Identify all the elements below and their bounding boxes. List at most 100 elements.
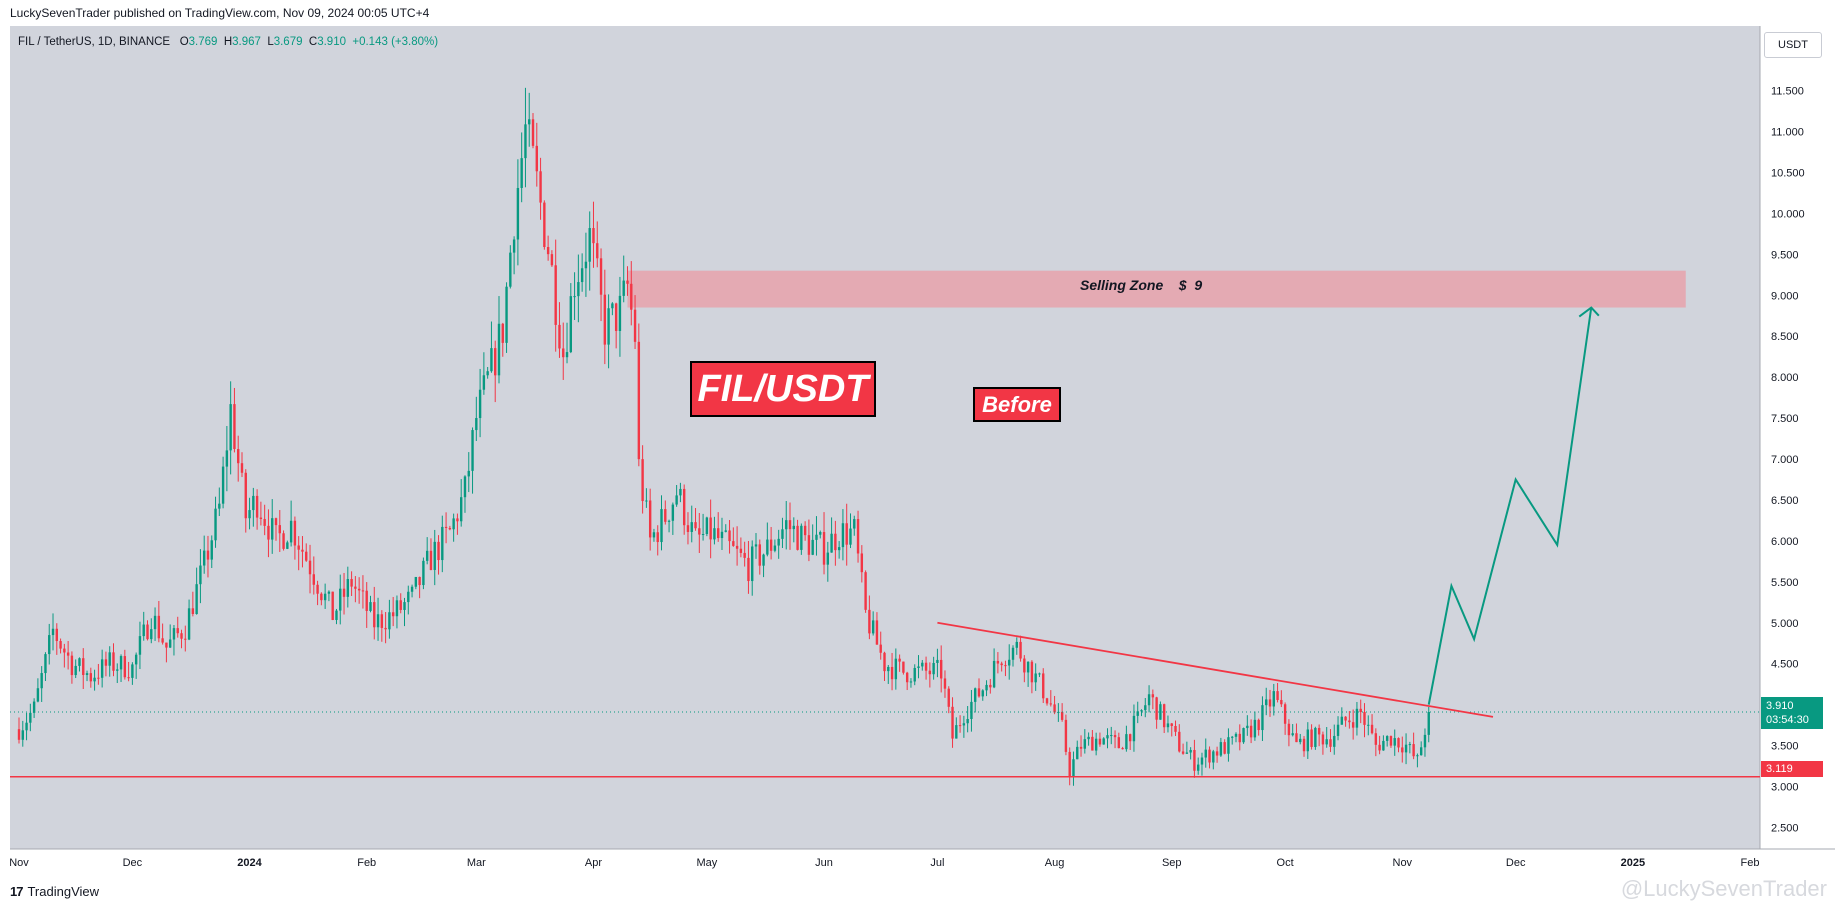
candle [868,595,871,640]
descending-trendline[interactable] [937,621,1494,718]
candle [777,529,780,559]
candle [1087,732,1090,746]
candle [686,512,690,545]
legend-symbol[interactable]: FIL / TetherUS, 1D, BINANCE [18,36,171,48]
candle [981,689,984,701]
candle [414,576,418,590]
candle [456,513,459,535]
candle [82,648,85,690]
candle [656,525,659,556]
candle [633,295,637,350]
candle [1382,735,1385,751]
candle [1185,741,1189,755]
candle [830,517,833,553]
candle [1238,724,1241,751]
candle [720,517,724,551]
candle [66,641,70,670]
candle [520,132,523,203]
candle [822,512,826,575]
candle [100,649,104,688]
selling-zone[interactable] [627,270,1686,308]
candle [717,512,720,542]
candle [524,87,527,188]
selling-zone-layer [627,270,1686,308]
candle [539,157,542,220]
candle [751,540,754,596]
plot-area [10,26,1760,849]
candle [1068,747,1071,786]
candle [1098,732,1102,747]
candle [769,526,773,560]
price-tick-label: 7.500 [1771,413,1799,425]
candle [278,510,281,552]
time-axis[interactable]: Nov Dec 2024 Feb Mar Apr May Jun Jul Aug Sep Oct Nov… [9,857,1759,869]
candle [320,592,323,606]
candle [1079,735,1083,757]
pair-title-box[interactable]: FIL/USDT [690,361,876,417]
currency-selector[interactable]: USDT [1764,32,1822,58]
candle [342,572,346,615]
candle [172,625,176,656]
candle [1359,699,1362,724]
candle [660,495,663,551]
candle [467,452,470,493]
candle [641,445,644,514]
publisher-line: LuckySevenTrader published on TradingVie… [10,6,430,20]
candle [1355,701,1359,736]
candle [618,276,622,357]
candle [1416,753,1419,768]
candle [626,266,629,296]
candle [274,517,278,541]
candle [1385,735,1389,747]
candle [187,599,191,641]
support-price-tag: 3.119 [1761,761,1823,777]
candle [1404,733,1408,765]
candle [607,294,610,369]
before-badge[interactable]: Before [973,387,1061,422]
candle [255,489,259,530]
candle [407,585,410,615]
candle [463,475,467,513]
projection-path[interactable] [1427,307,1593,705]
candle [327,590,331,602]
drawing-lines-layer [10,306,1760,778]
candle [637,323,641,467]
selling-zone-label[interactable]: Selling Zone $ 9 [1080,277,1203,293]
candle [1155,696,1158,729]
candle [913,664,916,686]
candle [237,435,240,482]
symbol-legend: FIL / TetherUS, 1D, BINANCE O3.769 H3.96… [18,36,438,48]
candle [1011,645,1015,667]
price-tick-label: 8.500 [1771,331,1799,343]
candle [17,717,21,744]
candle [512,236,516,275]
time-tick-label: Oct [1277,857,1294,869]
legend-open-label: O [179,36,189,48]
current-price-value: 3.910 [1766,700,1794,712]
candle [701,513,705,541]
candle [199,549,202,604]
candle [112,643,115,677]
candle-countdown: 03:54:30 [1766,714,1809,726]
candle [1231,735,1234,745]
candle [887,664,890,684]
candle [837,541,841,559]
price-tick-label: 9.500 [1771,249,1799,261]
candle [150,618,153,644]
candle [580,253,584,292]
candle [1310,724,1313,750]
candle [879,631,882,660]
candle [134,652,138,679]
candle [1204,738,1207,768]
candle [875,612,879,645]
candle [853,515,856,536]
candle [271,499,274,554]
time-tick-label: Apr [585,857,602,869]
tradingview-logo[interactable]: 17 TradingView [10,884,99,899]
candle [267,509,270,558]
candle [682,484,686,535]
candle [1147,685,1151,713]
candle [800,523,803,555]
candle [29,703,32,732]
